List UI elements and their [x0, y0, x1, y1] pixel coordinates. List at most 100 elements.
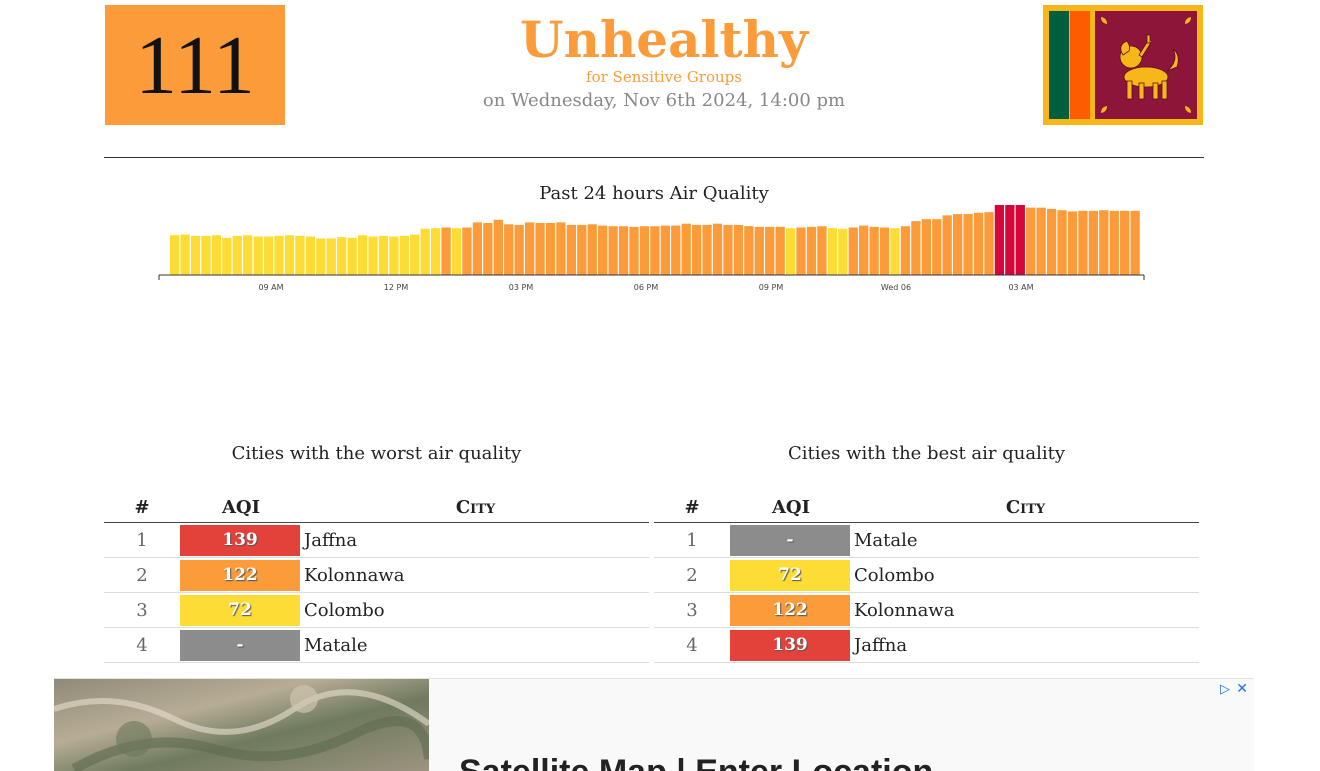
city-link[interactable]: Kolonnawa	[852, 593, 1199, 628]
chart-bar[interactable]	[588, 224, 597, 275]
chart-bar[interactable]	[567, 225, 576, 275]
chart-bar[interactable]	[347, 238, 356, 275]
chart-bar[interactable]	[922, 219, 931, 275]
chart-bar[interactable]	[201, 236, 210, 275]
chart-bar[interactable]	[1005, 205, 1014, 275]
chart-bar[interactable]	[786, 228, 795, 275]
chart-bar[interactable]	[577, 225, 586, 275]
chart-bar[interactable]	[828, 228, 837, 275]
table-row[interactable]: 2 122 Kolonnawa	[104, 558, 649, 593]
ad-banner[interactable]: Satellite Map | Enter Location ▷ ✕	[54, 678, 1254, 771]
chart-bar[interactable]	[400, 236, 409, 275]
table-row[interactable]: 4 139 Jaffna	[654, 628, 1199, 663]
chart-bar[interactable]	[807, 227, 816, 275]
chart-bar[interactable]	[859, 226, 868, 275]
chart-bar[interactable]	[1037, 208, 1046, 275]
chart-bar[interactable]	[295, 236, 304, 275]
chart-bar[interactable]	[974, 213, 983, 275]
chart-bar[interactable]	[233, 236, 242, 275]
table-row[interactable]: 4- Matale	[104, 628, 649, 663]
chart-bar[interactable]	[483, 223, 492, 275]
chart-bar[interactable]	[264, 237, 273, 276]
chart-bar[interactable]	[1110, 211, 1119, 275]
chart-bar[interactable]	[431, 228, 440, 275]
chart-bar[interactable]	[723, 225, 732, 275]
chart-bar[interactable]	[274, 236, 283, 275]
chart-bar[interactable]	[212, 235, 221, 275]
chart-bar[interactable]	[734, 225, 743, 275]
chart-bar[interactable]	[671, 226, 680, 275]
city-link[interactable]: Colombo	[852, 558, 1199, 593]
chart-bar[interactable]	[984, 212, 993, 275]
chart-bar[interactable]	[838, 229, 847, 275]
chart-bar[interactable]	[817, 226, 826, 275]
chart-bar[interactable]	[911, 221, 920, 275]
chart-bar[interactable]	[243, 235, 252, 275]
ad-headline[interactable]: Satellite Map | Enter Location	[459, 753, 933, 771]
chart-bar[interactable]	[421, 229, 430, 275]
chart-bar[interactable]	[776, 227, 785, 275]
chart-bar[interactable]	[650, 226, 659, 275]
satellite-map-image[interactable]	[54, 679, 429, 771]
chart-bar[interactable]	[462, 228, 471, 275]
chart-bar[interactable]	[943, 215, 952, 275]
chart-bar[interactable]	[1047, 209, 1056, 275]
chart-bar[interactable]	[702, 225, 711, 275]
chart-bar[interactable]	[1099, 210, 1108, 275]
chart-bar[interactable]	[1130, 211, 1139, 275]
chart-bar[interactable]	[535, 223, 544, 275]
city-link[interactable]: Matale	[852, 523, 1199, 558]
chart-bar[interactable]	[337, 237, 346, 275]
chart-bar[interactable]	[692, 225, 701, 275]
chart-bar[interactable]	[1120, 211, 1129, 275]
chart-bar[interactable]	[755, 227, 764, 275]
chart-bar[interactable]	[765, 227, 774, 275]
chart-bar[interactable]	[995, 205, 1004, 275]
chart-bar[interactable]	[191, 236, 200, 275]
chart-bar[interactable]	[880, 228, 889, 275]
chart-bar[interactable]	[1089, 211, 1098, 275]
close-icon[interactable]: ✕	[1236, 681, 1248, 697]
chart-bar[interactable]	[744, 226, 753, 275]
chart-bar[interactable]	[525, 222, 534, 275]
chart-bar[interactable]	[869, 227, 878, 275]
chart-bar[interactable]	[473, 222, 482, 275]
chart-bar[interactable]	[316, 238, 325, 275]
chart-bar[interactable]	[452, 228, 461, 275]
chart-bar[interactable]	[1057, 210, 1066, 275]
adchoices-icon[interactable]: ▷	[1220, 682, 1230, 697]
chart-bar[interactable]	[368, 237, 377, 276]
chart-bar[interactable]	[640, 226, 649, 275]
chart-bar[interactable]	[890, 228, 899, 275]
chart-bar[interactable]	[504, 224, 513, 275]
chart-bar[interactable]	[796, 228, 805, 275]
chart-bar[interactable]	[389, 237, 398, 276]
chart-bar[interactable]	[953, 214, 962, 275]
chart-bar[interactable]	[932, 219, 941, 275]
city-link[interactable]: Colombo	[302, 593, 649, 628]
chart-bar[interactable]	[1026, 208, 1035, 275]
chart-bar[interactable]	[608, 226, 617, 275]
chart-bar[interactable]	[358, 235, 367, 275]
chart-bar[interactable]	[441, 228, 450, 275]
chart-bar[interactable]	[1078, 211, 1087, 275]
chart-bar[interactable]	[598, 226, 607, 275]
chart-bar[interactable]	[713, 224, 722, 275]
chart-bar[interactable]	[629, 227, 638, 275]
chart-bar[interactable]	[170, 235, 179, 275]
table-row[interactable]: 1 139 Jaffna	[104, 523, 649, 558]
chart-bar[interactable]	[619, 226, 628, 275]
chart-bar[interactable]	[556, 222, 565, 275]
city-link[interactable]: Matale	[302, 628, 649, 663]
chart-bar[interactable]	[515, 225, 524, 275]
table-row[interactable]: 1- Matale	[654, 523, 1199, 558]
chart-bar[interactable]	[1068, 211, 1077, 275]
chart-bar[interactable]	[285, 235, 294, 275]
table-row[interactable]: 2 72 Colombo	[654, 558, 1199, 593]
chart-bar[interactable]	[963, 214, 972, 275]
chart-bar[interactable]	[254, 237, 263, 276]
chart-bar[interactable]	[222, 238, 231, 275]
city-link[interactable]: Kolonnawa	[302, 558, 649, 593]
chart-bar[interactable]	[901, 226, 910, 275]
chart-bar[interactable]	[180, 235, 189, 275]
